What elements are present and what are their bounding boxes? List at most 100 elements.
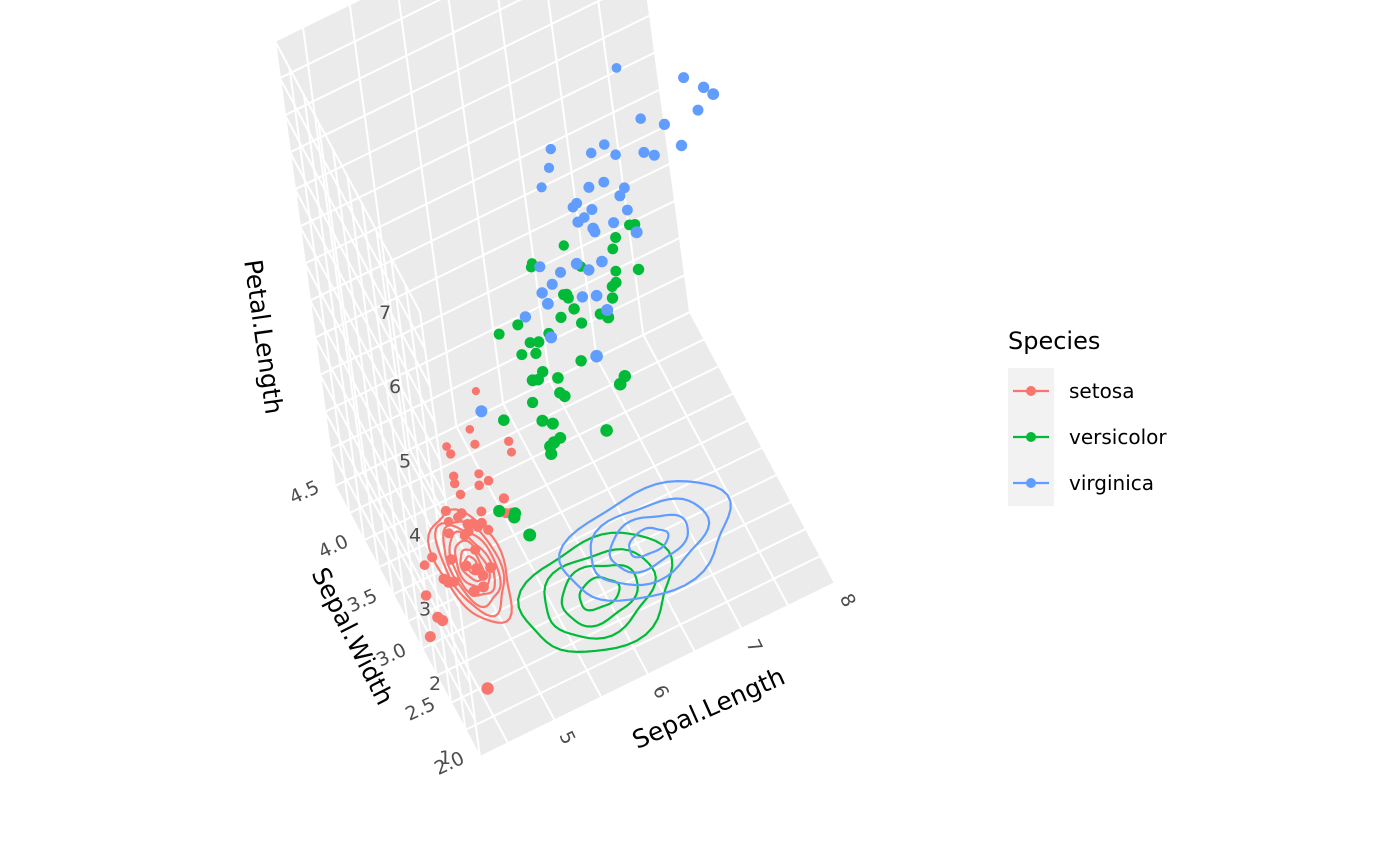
point-versicolor (558, 390, 571, 403)
legend-item-versicolor: versicolor (1013, 425, 1167, 449)
legend-item-virginica: virginica (1013, 471, 1154, 495)
point-virginica (586, 204, 598, 215)
z-tick-label: 3 (419, 599, 431, 621)
legend-label-versicolor: versicolor (1069, 425, 1167, 449)
point-setosa (483, 475, 494, 486)
z-tick-label: 4 (409, 525, 421, 547)
point-virginica (586, 147, 597, 159)
gridline-left-z (279, 77, 426, 350)
point-versicolor (624, 219, 635, 231)
point-virginica (697, 81, 710, 94)
y-tick-label: 4.0 (315, 530, 352, 563)
point-setosa (476, 517, 487, 529)
point-versicolor (568, 303, 580, 315)
point-setosa (462, 519, 473, 530)
point-setosa (424, 631, 436, 643)
scatter-points (419, 63, 720, 695)
point-setosa (460, 560, 472, 572)
contour-versicolor (516, 531, 674, 654)
point-virginica (583, 264, 595, 276)
point-versicolor (523, 528, 537, 542)
point-virginica (599, 139, 610, 150)
contour-virginica (589, 497, 711, 587)
x-axis-title: Sepal.Length (628, 662, 789, 755)
legend-point-setosa (1026, 386, 1036, 396)
point-virginica (608, 217, 620, 229)
point-virginica (596, 255, 608, 268)
z-tick-label: 5 (399, 450, 411, 472)
point-versicolor (576, 317, 588, 329)
point-virginica (536, 287, 548, 299)
gridline-floor-y (479, 582, 836, 758)
point-versicolor (575, 355, 587, 367)
gridline-floor-y (465, 555, 821, 731)
gridline-floor-y (407, 446, 763, 623)
point-virginica (534, 261, 546, 273)
point-virginica (545, 143, 556, 155)
point-versicolor (512, 319, 524, 331)
point-virginica (692, 104, 704, 116)
point-versicolor (606, 292, 619, 304)
legend-point-virginica (1026, 478, 1036, 488)
gridline-back-z (294, 14, 651, 191)
gridline-left-z (319, 374, 466, 647)
y-tick-label: 4.5 (286, 476, 323, 509)
point-setosa (445, 554, 457, 565)
point-versicolor (546, 417, 559, 430)
point-versicolor (547, 436, 561, 449)
point-setosa (427, 552, 438, 563)
point-virginica (614, 190, 626, 202)
point-setosa (471, 387, 480, 396)
gridline-back-z (284, 0, 523, 117)
point-versicolor (530, 347, 542, 359)
point-setosa (481, 682, 494, 695)
gridline-floor-y (421, 473, 778, 650)
point-setosa (465, 425, 475, 434)
point-versicolor (607, 243, 619, 255)
point-versicolor (536, 414, 549, 427)
point-setosa (470, 544, 481, 555)
point-versicolor (525, 261, 537, 273)
gridline-left-z (324, 411, 471, 684)
y-tick-label: 2.0 (431, 747, 468, 780)
point-virginica (598, 176, 610, 188)
point-virginica (545, 331, 558, 344)
point-versicolor (560, 288, 573, 301)
point-virginica (707, 88, 720, 100)
point-setosa (474, 469, 484, 479)
point-versicolor (526, 374, 539, 387)
point-setosa (440, 505, 451, 517)
point-virginica (590, 289, 603, 302)
gridline-back-z (274, 0, 361, 42)
z-tick-label: 2 (429, 673, 441, 695)
point-setosa (436, 615, 449, 627)
contour-setosa (433, 520, 506, 618)
point-virginica (675, 139, 688, 152)
point-versicolor (552, 372, 564, 384)
point-setosa (442, 442, 451, 451)
point-versicolor (545, 447, 558, 460)
legend-title: Species (1008, 327, 1100, 355)
gridline-left-z (274, 40, 421, 313)
point-versicolor (533, 336, 545, 348)
point-setosa (450, 478, 460, 489)
x-tick-label: 6 (648, 682, 673, 703)
point-setosa (420, 590, 432, 601)
z-tick-label: 6 (389, 376, 401, 398)
gridline-left-z (304, 263, 451, 535)
legend-label-virginica: virginica (1069, 471, 1154, 495)
gridline-left-z (299, 225, 446, 498)
point-versicolor (613, 377, 627, 391)
point-setosa (476, 506, 487, 517)
point-virginica (570, 257, 583, 270)
point-virginica (658, 118, 671, 130)
point-virginica (572, 216, 584, 228)
x-tick-label: 5 (555, 728, 580, 749)
gridline-left-z (294, 188, 441, 461)
x-tick-label: 8 (835, 590, 860, 611)
gridline-left-z (329, 448, 476, 721)
legend: Species setosa versicolor virginica (1008, 327, 1167, 506)
point-virginica (611, 63, 622, 73)
point-setosa (471, 563, 482, 574)
contour-virginica (608, 513, 690, 574)
